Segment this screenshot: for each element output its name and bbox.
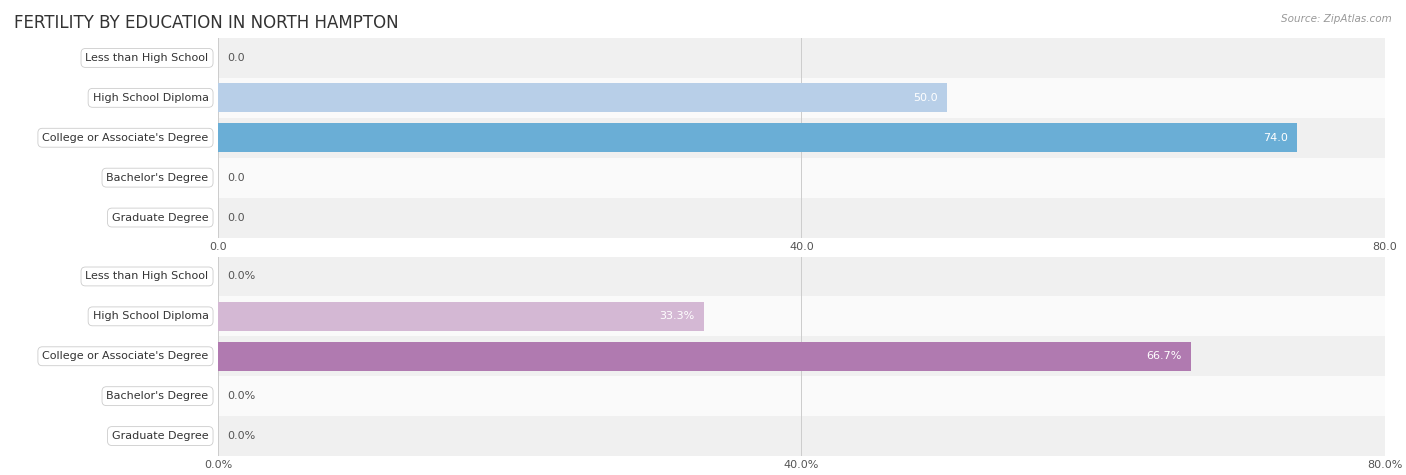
Bar <box>218 78 1385 118</box>
Text: 50.0: 50.0 <box>914 93 938 103</box>
Text: 0.0%: 0.0% <box>228 271 256 282</box>
Text: FERTILITY BY EDUCATION IN NORTH HAMPTON: FERTILITY BY EDUCATION IN NORTH HAMPTON <box>14 14 399 32</box>
Text: College or Associate's Degree: College or Associate's Degree <box>42 133 208 143</box>
Text: Less than High School: Less than High School <box>86 271 208 282</box>
Bar <box>218 118 1385 158</box>
Text: 33.3%: 33.3% <box>659 311 695 322</box>
Bar <box>218 38 1385 78</box>
Text: Graduate Degree: Graduate Degree <box>112 212 208 223</box>
Bar <box>218 302 703 331</box>
Text: 0.0%: 0.0% <box>228 431 256 441</box>
Text: 0.0: 0.0 <box>228 53 245 63</box>
Bar <box>218 124 1298 152</box>
Text: High School Diploma: High School Diploma <box>93 311 208 322</box>
Bar <box>218 256 1385 296</box>
Bar <box>218 158 1385 198</box>
Text: 0.0: 0.0 <box>228 172 245 183</box>
Text: Less than High School: Less than High School <box>86 53 208 63</box>
Bar <box>218 416 1385 456</box>
Text: 66.7%: 66.7% <box>1146 351 1181 361</box>
Bar <box>218 84 948 112</box>
Text: College or Associate's Degree: College or Associate's Degree <box>42 351 208 361</box>
Text: 0.0%: 0.0% <box>228 391 256 401</box>
Text: High School Diploma: High School Diploma <box>93 93 208 103</box>
Text: 74.0: 74.0 <box>1263 133 1288 143</box>
Bar <box>218 296 1385 336</box>
Bar <box>218 342 1191 370</box>
Text: Bachelor's Degree: Bachelor's Degree <box>107 391 208 401</box>
Bar <box>218 198 1385 238</box>
Text: Bachelor's Degree: Bachelor's Degree <box>107 172 208 183</box>
Text: Graduate Degree: Graduate Degree <box>112 431 208 441</box>
Text: Source: ZipAtlas.com: Source: ZipAtlas.com <box>1281 14 1392 24</box>
Bar <box>218 376 1385 416</box>
Text: 0.0: 0.0 <box>228 212 245 223</box>
Bar <box>218 336 1385 376</box>
